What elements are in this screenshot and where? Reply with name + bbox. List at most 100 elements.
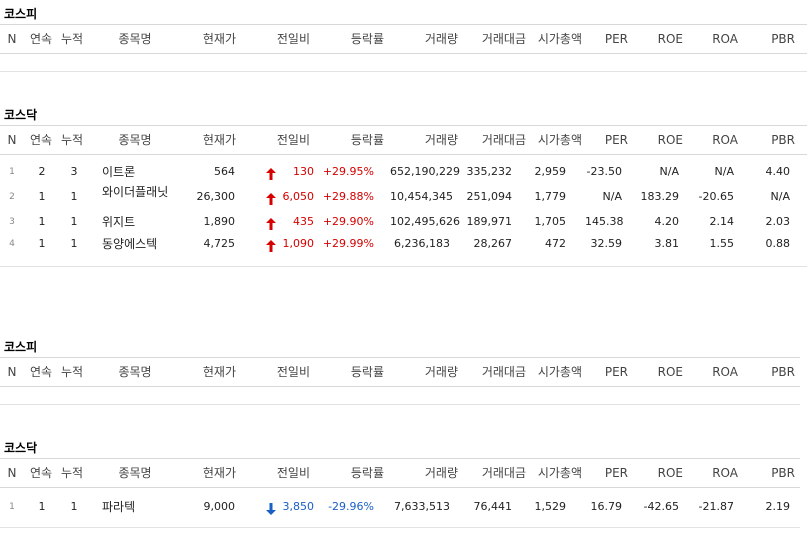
column-header[interactable]: 등락률 xyxy=(350,365,384,379)
column-header[interactable]: ROA xyxy=(712,466,738,480)
column-header[interactable]: 연속 xyxy=(29,466,53,480)
column-header[interactable]: ROE xyxy=(657,365,683,379)
cell-roe: 3.81 xyxy=(654,237,680,250)
stock-name[interactable]: 이트론 xyxy=(102,165,136,179)
cell-change: 435 xyxy=(293,215,314,228)
column-header[interactable]: 전일비 xyxy=(276,133,310,147)
column-header[interactable]: PBR xyxy=(771,365,795,379)
column-header[interactable]: N xyxy=(7,365,17,379)
stock-name[interactable]: 동양에스텍 xyxy=(102,237,158,251)
column-header[interactable]: 거래대금 xyxy=(481,365,526,379)
cell-streak: 1 xyxy=(38,190,46,203)
column-header[interactable]: 현재가 xyxy=(202,466,236,480)
column-header[interactable]: ROE xyxy=(657,133,683,147)
column-header[interactable]: 전일비 xyxy=(276,466,310,480)
section-divider xyxy=(0,71,807,72)
column-header[interactable]: 현재가 xyxy=(202,32,236,46)
column-header[interactable]: 종목명 xyxy=(118,32,152,46)
column-header[interactable]: 거래량 xyxy=(424,365,458,379)
column-header[interactable]: 거래량 xyxy=(424,466,458,480)
column-header[interactable]: 누적 xyxy=(60,365,84,379)
stock-name[interactable]: 파라텍 xyxy=(102,500,136,514)
column-header[interactable]: 현재가 xyxy=(202,365,236,379)
column-header[interactable]: ROA xyxy=(712,133,738,147)
section-title: 코스피 xyxy=(4,340,38,354)
cell-streak: 1 xyxy=(38,500,46,513)
arrow-up-icon xyxy=(266,215,276,230)
column-header[interactable]: ROA xyxy=(712,32,738,46)
column-header[interactable]: 거래량 xyxy=(424,32,458,46)
column-header[interactable]: ROA xyxy=(712,365,738,379)
cell-n: 1 xyxy=(9,167,15,177)
column-header[interactable]: 종목명 xyxy=(118,466,152,480)
column-header[interactable]: 시가총액 xyxy=(537,32,582,46)
cell-mcap: 1,529 xyxy=(534,500,567,513)
table-header: N 연속 누적 종목명 현재가 전일비 등락률 거래량 거래대금 시가총액 PER ROE ROA PBR xyxy=(0,357,800,387)
column-header[interactable]: 누적 xyxy=(60,133,84,147)
column-header[interactable]: 시가총액 xyxy=(537,365,582,379)
column-header[interactable]: 시가총액 xyxy=(537,466,582,480)
cell-pbr: 4.40 xyxy=(765,165,791,178)
cell-total: 1 xyxy=(70,215,78,228)
column-header[interactable]: N xyxy=(7,32,17,46)
column-header[interactable]: N xyxy=(7,133,17,147)
column-header[interactable]: PER xyxy=(604,133,628,147)
column-header[interactable]: 전일비 xyxy=(276,365,310,379)
column-header[interactable]: ROE xyxy=(657,32,683,46)
cell-pbr: 2.19 xyxy=(765,500,791,513)
column-header[interactable]: ROE xyxy=(657,466,683,480)
column-header[interactable]: PBR xyxy=(771,466,795,480)
cell-total: 1 xyxy=(70,237,78,250)
cell-change: 6,050 xyxy=(282,190,315,203)
cell-streak: 1 xyxy=(38,215,46,228)
arrow-down-icon xyxy=(266,500,276,515)
cell-amount: 189,971 xyxy=(466,215,513,228)
cell-change: 1,090 xyxy=(282,237,315,250)
column-header[interactable]: 등락률 xyxy=(350,133,384,147)
section-title: 코스닥 xyxy=(4,108,38,122)
column-header[interactable]: PBR xyxy=(771,133,795,147)
cell-per: 32.59 xyxy=(590,237,623,250)
cell-n: 1 xyxy=(9,502,15,512)
stock-name[interactable]: 위지트 xyxy=(102,215,136,229)
column-header[interactable]: 누적 xyxy=(60,466,84,480)
cell-rate: -29.96% xyxy=(328,500,374,513)
column-header[interactable]: 연속 xyxy=(29,133,53,147)
cell-roa: N/A xyxy=(714,165,734,178)
column-header[interactable]: 등락률 xyxy=(350,466,384,480)
cell-rate: +29.90% xyxy=(322,215,374,228)
column-header[interactable]: 연속 xyxy=(29,365,53,379)
cell-streak: 1 xyxy=(38,237,46,250)
column-header[interactable]: 거래대금 xyxy=(481,32,526,46)
cell-roe: -42.65 xyxy=(643,500,679,513)
column-header[interactable]: N xyxy=(7,466,17,480)
cell-pbr: 0.88 xyxy=(765,237,791,250)
column-header[interactable]: 거래대금 xyxy=(481,133,526,147)
cell-per: 16.79 xyxy=(590,500,623,513)
column-header[interactable]: PBR xyxy=(771,32,795,46)
column-header[interactable]: PER xyxy=(604,466,628,480)
cell-n: 3 xyxy=(9,217,15,227)
column-header[interactable]: PER xyxy=(604,365,628,379)
column-header[interactable]: 전일비 xyxy=(276,32,310,46)
column-header[interactable]: 현재가 xyxy=(202,133,236,147)
column-header[interactable]: 등락률 xyxy=(350,32,384,46)
column-header[interactable]: 연속 xyxy=(29,32,53,46)
column-header[interactable]: 거래량 xyxy=(424,133,458,147)
cell-price: 1,890 xyxy=(203,215,236,228)
column-header[interactable]: 누적 xyxy=(60,32,84,46)
column-header[interactable]: 거래대금 xyxy=(481,466,526,480)
cell-n: 2 xyxy=(9,192,15,202)
stock-name[interactable]: 와이더플래닛 xyxy=(102,185,169,199)
cell-price: 9,000 xyxy=(203,500,236,513)
column-header[interactable]: PER xyxy=(604,32,628,46)
column-header[interactable]: 종목명 xyxy=(118,133,152,147)
cell-roa: -21.87 xyxy=(698,500,734,513)
column-header[interactable]: 종목명 xyxy=(118,365,152,379)
cell-per: N/A xyxy=(602,190,622,203)
column-header[interactable]: 시가총액 xyxy=(537,133,582,147)
cell-streak: 2 xyxy=(38,165,46,178)
cell-price: 4,725 xyxy=(203,237,236,250)
cell-roa: -20.65 xyxy=(698,190,734,203)
cell-rate: +29.95% xyxy=(322,165,374,178)
